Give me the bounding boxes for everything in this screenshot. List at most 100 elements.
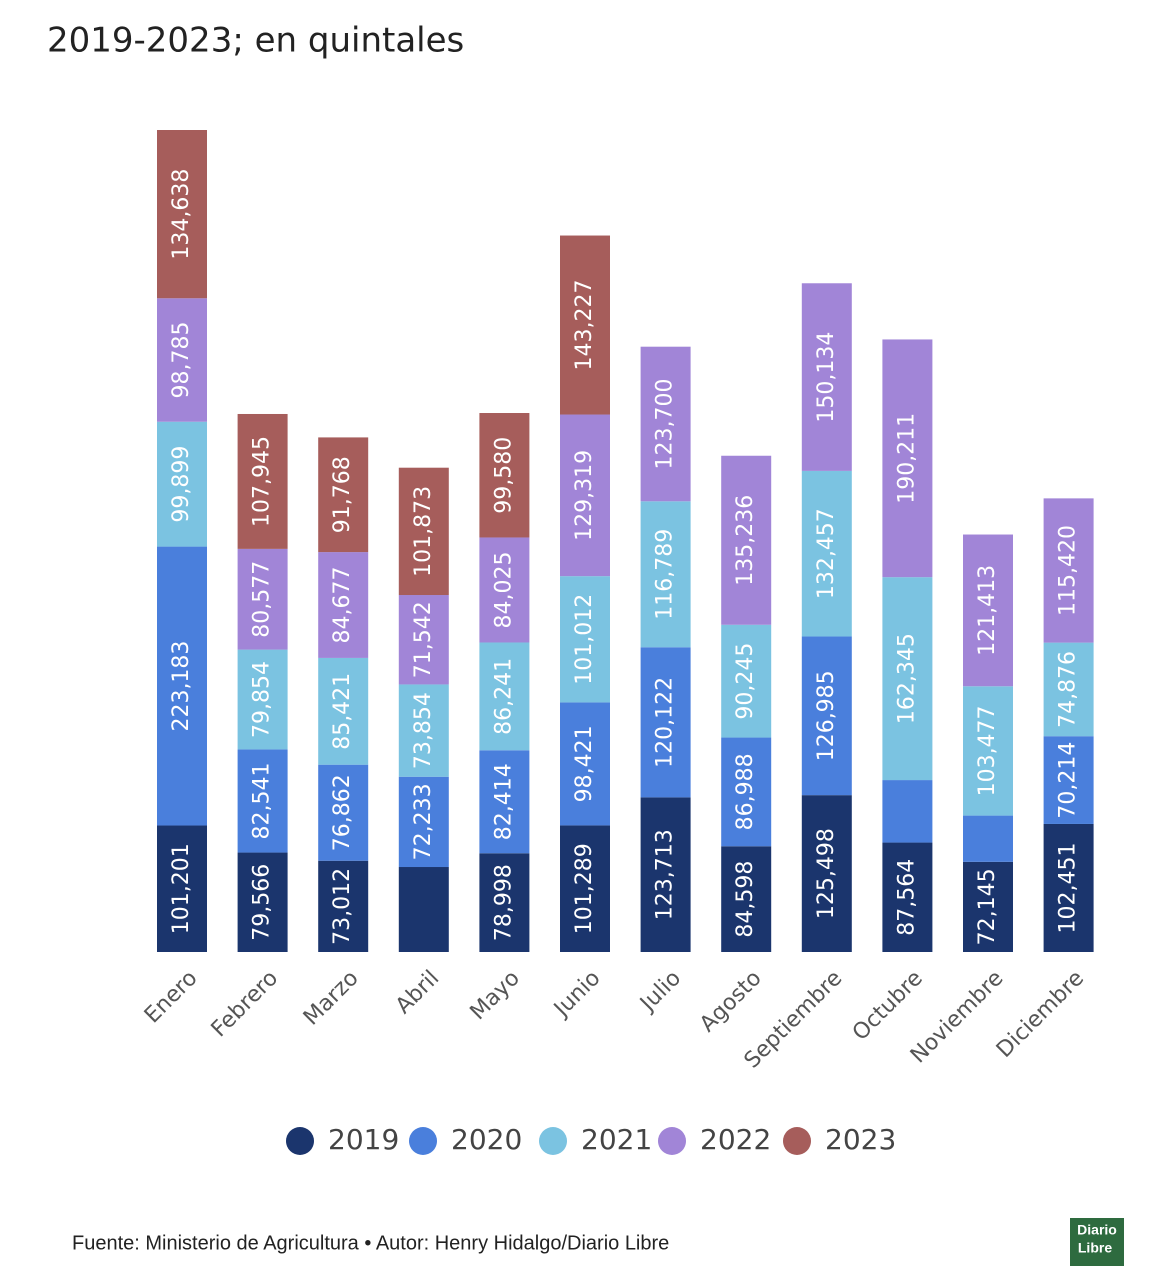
value-label: 101,289 — [572, 843, 597, 934]
value-label: 84,677 — [330, 567, 355, 644]
value-label: 101,873 — [411, 486, 436, 577]
value-label: 125,498 — [814, 828, 839, 919]
bar-segment — [882, 577, 933, 781]
bar-segment — [801, 283, 852, 471]
x-tick-label: Abril — [391, 966, 444, 1019]
bar-segment — [157, 421, 207, 547]
bar-segment — [1043, 823, 1094, 952]
bar-segment — [237, 548, 288, 650]
value-label: 98,785 — [169, 322, 194, 399]
value-label: 129,319 — [572, 450, 597, 541]
bar-segment — [560, 825, 610, 952]
value-label: 79,854 — [250, 661, 275, 738]
bar-segment — [560, 414, 610, 577]
value-label: 72,145 — [975, 868, 1000, 945]
value-label: 72,233 — [411, 783, 436, 860]
legend-marker — [658, 1127, 686, 1155]
value-label: 84,025 — [491, 551, 516, 628]
value-label: 120,122 — [653, 677, 678, 768]
x-tick-label: Febrero — [207, 966, 283, 1042]
bar-segment — [237, 852, 288, 952]
legend-marker — [286, 1127, 314, 1155]
value-label: 150,134 — [814, 332, 839, 423]
value-label: 123,700 — [653, 379, 678, 470]
bar-segment — [882, 339, 933, 578]
value-label: 71,542 — [411, 601, 436, 678]
bar-segment — [560, 576, 610, 703]
value-label: 78,998 — [491, 864, 516, 941]
bar-segment — [640, 647, 691, 798]
bar-segment — [801, 795, 852, 952]
value-label: 90,245 — [733, 643, 758, 720]
value-label: 162,345 — [894, 633, 919, 724]
value-label: 99,899 — [169, 446, 194, 523]
value-label: 134,638 — [169, 169, 194, 260]
bar-segment — [801, 470, 852, 637]
bar-segment — [640, 346, 691, 502]
value-label: 102,451 — [1056, 842, 1081, 933]
value-label: 123,713 — [653, 829, 678, 920]
value-label: 70,214 — [1056, 742, 1081, 819]
bar-segment — [398, 776, 449, 868]
value-label: 73,012 — [330, 868, 355, 945]
bar-segment — [398, 467, 449, 596]
legend-marker — [539, 1127, 567, 1155]
x-tick-label: Junio — [548, 966, 605, 1023]
bar-segment — [318, 657, 369, 765]
value-label: 116,789 — [653, 529, 678, 620]
chart-title: 2019-2023; en quintales — [47, 21, 464, 61]
value-label: 107,945 — [250, 436, 275, 527]
value-label: 103,477 — [975, 705, 1000, 796]
bar-segment — [479, 413, 530, 538]
bar-segment — [721, 737, 772, 847]
bar-segment — [640, 797, 691, 952]
bar-segment — [963, 686, 1013, 816]
x-tick-label: Octubre — [848, 966, 928, 1046]
legend-label: 2020 — [451, 1123, 522, 1156]
x-tick-label: Julio — [634, 966, 686, 1018]
value-label: 87,564 — [894, 859, 919, 936]
bar-segment — [318, 764, 369, 861]
bar-segment — [479, 750, 530, 854]
value-label: 82,541 — [250, 762, 275, 839]
value-label: 98,421 — [572, 725, 597, 802]
legend-label: 2021 — [581, 1123, 652, 1156]
x-tick-label: Agosto — [695, 966, 766, 1037]
value-label: 82,414 — [491, 763, 516, 840]
bar-segment — [157, 825, 207, 952]
bar-segment — [801, 636, 852, 796]
bar-segment — [721, 455, 772, 625]
value-label: 86,988 — [733, 753, 758, 830]
value-label: 143,227 — [572, 280, 597, 371]
legend-marker — [783, 1127, 811, 1155]
bar-segment — [157, 298, 207, 422]
x-tick-label: Diciembre — [992, 966, 1089, 1063]
bar-segment — [640, 501, 691, 648]
bar-segment — [157, 546, 207, 826]
bar-segment — [882, 842, 933, 952]
legend-marker — [409, 1127, 437, 1155]
value-label: 73,854 — [411, 692, 436, 769]
x-tick-label: Enero — [140, 966, 203, 1029]
bar-segment — [237, 749, 288, 853]
logo-text: Libre — [1078, 1240, 1112, 1256]
value-label: 132,457 — [814, 508, 839, 599]
bar-segment — [237, 649, 288, 750]
value-label: 79,566 — [250, 864, 275, 941]
legend-label: 2023 — [825, 1123, 896, 1156]
value-label: 126,985 — [814, 670, 839, 761]
x-tick-label: Mayo — [466, 966, 525, 1025]
bar-segment — [963, 861, 1013, 952]
bar-segment — [318, 437, 369, 553]
value-label: 85,421 — [330, 673, 355, 750]
bar-segment — [398, 595, 449, 685]
bar-segment — [398, 867, 449, 952]
value-label: 74,876 — [1056, 651, 1081, 728]
value-label: 86,241 — [491, 658, 516, 735]
bar-segment — [560, 235, 610, 415]
bar-segment — [157, 130, 207, 299]
value-label: 135,236 — [733, 495, 758, 586]
legend-label: 2022 — [700, 1123, 771, 1156]
value-label: 223,183 — [169, 641, 194, 732]
